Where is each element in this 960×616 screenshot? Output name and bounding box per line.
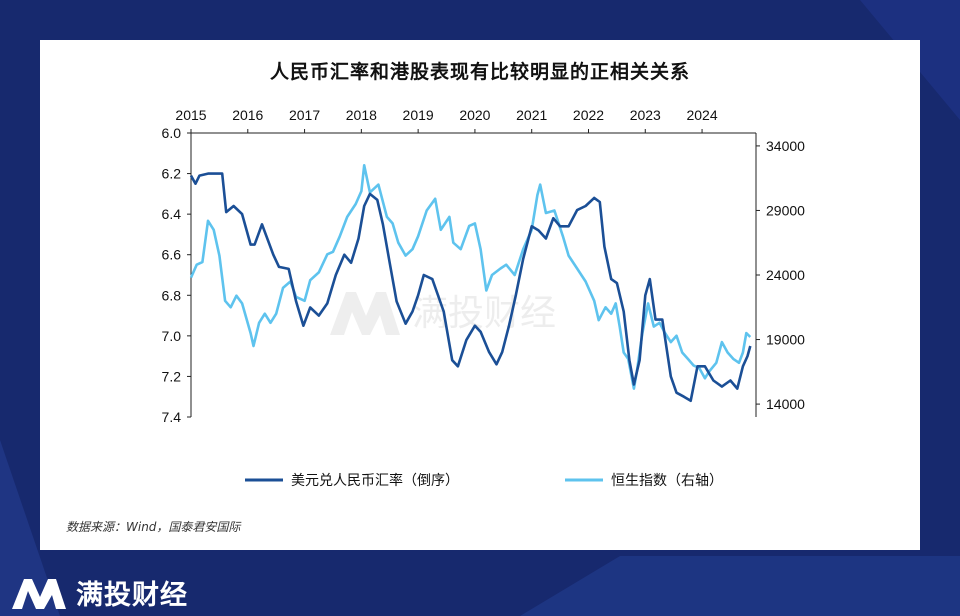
watermark-logo-icon [330, 292, 400, 335]
usdcny-line [189, 172, 752, 403]
left-tick-label: 6.2 [162, 166, 182, 182]
x-tick-label: 2017 [289, 107, 320, 123]
brand-logo-icon [12, 579, 66, 609]
right-tick-label: 19000 [766, 332, 805, 348]
x-tick-label: 2015 [175, 107, 206, 123]
hsi-line [189, 164, 752, 390]
legend-label: 恒生指数（右轴） [611, 472, 723, 488]
line-chart: 满投财经 2015 2016 2017 2018 2019 2020 2021 2022 202… [162, 107, 806, 488]
right-tick-label: 14000 [766, 396, 805, 412]
watermark-text: 满投财经 [412, 292, 556, 333]
left-tick-label: 6.4 [162, 206, 182, 222]
brand-footer: 满投财经 [10, 572, 188, 612]
legend-label: 美元兑人民币汇率（倒序） [291, 472, 459, 488]
source-note: 数据来源：Wind，国泰君安国际 [66, 520, 241, 534]
x-tick-label: 2016 [232, 107, 263, 123]
axes: 2015 2016 2017 2018 2019 2020 2021 2022 2023 2024… [162, 107, 806, 425]
series-lines [189, 164, 752, 403]
brand-name: 满投财经 [76, 579, 188, 611]
x-tick-label: 2019 [403, 107, 434, 123]
right-tick-label: 29000 [766, 202, 805, 218]
x-tick-label: 2024 [686, 107, 717, 123]
legend: 美元兑人民币汇率（倒序） 恒生指数（右轴） [245, 472, 723, 488]
right-tick-label: 34000 [766, 138, 805, 154]
left-tick-label: 7.2 [162, 368, 182, 384]
x-tick-label: 2021 [516, 107, 547, 123]
left-tick-label: 6.0 [162, 125, 182, 141]
left-tick-label: 7.0 [162, 328, 182, 344]
left-tick-label: 7.4 [162, 409, 182, 425]
left-tick-label: 6.8 [162, 287, 182, 303]
left-tick-label: 6.6 [162, 247, 182, 263]
watermark-logo-shape [330, 292, 400, 335]
x-tick-label: 2023 [630, 107, 661, 123]
right-tick-label: 24000 [766, 267, 805, 283]
chart-card: 人民币汇率和港股表现有比较明显的正相关关系 满投财经 2015 2016 2017 2… [40, 40, 920, 550]
chart-title: 人民币汇率和港股表现有比较明显的正相关关系 [269, 61, 690, 83]
watermark: 满投财经 [330, 292, 556, 335]
x-tick-label: 2018 [346, 107, 377, 123]
x-tick-label: 2022 [573, 107, 604, 123]
x-tick-label: 2020 [459, 107, 490, 123]
